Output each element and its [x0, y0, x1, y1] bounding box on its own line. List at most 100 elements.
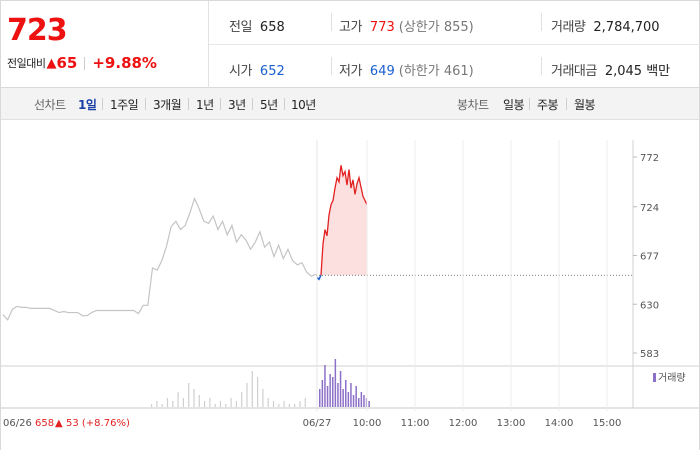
divider [252, 98, 253, 110]
x-tick-label: 12:00 [449, 418, 478, 429]
divider [541, 13, 542, 31]
x-axis: 06/27 10:00 11:00 12:00 13:00 14:00 15:00 [303, 140, 622, 429]
candle-chart-label: 봉차트 [457, 98, 489, 112]
chart-toolbar: 선차트 1일 1주일 3개월 1년 3년 5년 10년 봉차트 일봉 주봉 월봉 [0, 88, 700, 120]
high-value: 773 [369, 20, 395, 35]
period-1y[interactable]: 1년 [196, 98, 214, 112]
high-stat: 고가 773 (상한가 855) [339, 16, 474, 35]
amount-stat: 거래대금 2,045 백만 [551, 60, 670, 79]
volume-bar [294, 404, 296, 407]
prev-day-price: 658 [35, 418, 54, 429]
volume-bar [324, 365, 326, 407]
current-price: 723 [7, 13, 68, 48]
divider [102, 98, 103, 110]
volume-bar [342, 389, 344, 407]
volume-value: 2,784,700 [593, 20, 660, 35]
volume-bar [172, 401, 174, 407]
x-tick-label: 13:00 [497, 418, 526, 429]
volume-bar [193, 389, 195, 407]
volume-bar [283, 401, 285, 407]
volume-bar [166, 398, 169, 407]
today-line-up [320, 165, 368, 276]
volume-bar [334, 359, 337, 407]
prev-day-date: 06/26 [3, 418, 32, 429]
volume-bar [326, 386, 329, 407]
divider [188, 98, 189, 110]
prev-close-label: 전일 [229, 20, 252, 35]
upper-limit: (상한가 855) [398, 20, 474, 35]
volume-bar [272, 401, 275, 407]
volume-bar [161, 404, 163, 407]
price-chart[interactable]: 772 724 677 630 583 06/27 10:00 11:00 12:00 13:0… [1, 120, 699, 450]
quote-header: 723 전일대비 ▲ 65 +9.88% 전일 658 고가 773 (상한가 855… [0, 0, 700, 89]
volume-bar [241, 392, 243, 407]
period-3y[interactable]: 3년 [228, 98, 246, 112]
grid [1, 140, 699, 409]
volume-bar [188, 383, 190, 407]
volume-bar [246, 383, 248, 407]
volume-bar [321, 380, 324, 407]
low-value: 649 [369, 64, 395, 79]
divider [84, 56, 86, 70]
period-daily-candle[interactable]: 일봉 [503, 98, 525, 112]
change-row: 전일대비 ▲ 65 +9.88% [7, 54, 157, 72]
x-tick-label: 06/27 [303, 418, 332, 429]
open-label: 시가 [229, 64, 252, 79]
volume-bar [278, 404, 280, 407]
volume-stat: 거래량 2,784,700 [551, 16, 660, 35]
up-arrow-icon: ▲ [46, 55, 57, 71]
change-label: 전일대비 [7, 57, 46, 70]
volume-bar [358, 398, 360, 407]
volume-bar [352, 395, 355, 407]
volume-bar [267, 398, 269, 407]
x-tick-label: 14:00 [545, 418, 574, 429]
volume-bar [225, 404, 227, 407]
volume-bar [339, 371, 342, 407]
line-chart-label: 선차트 [34, 98, 66, 112]
open-value: 652 [259, 64, 285, 79]
volume-bar [251, 371, 253, 407]
x-tick-label: 10:00 [353, 418, 382, 429]
volume-bar [156, 401, 158, 407]
y-tick-label: 630 [640, 300, 659, 311]
period-monthly-candle[interactable]: 월봉 [574, 98, 596, 112]
volume-legend: 거래량 [658, 372, 686, 384]
period-10y[interactable]: 10년 [291, 98, 316, 112]
period-1w[interactable]: 1주일 [110, 98, 139, 112]
period-3m[interactable]: 3개월 [153, 98, 182, 112]
change-value: 65 [56, 54, 78, 72]
volume-bar [198, 395, 200, 407]
today-line-down [316, 274, 322, 281]
y-tick-label: 583 [640, 349, 659, 360]
volume-bar [219, 401, 222, 407]
lower-limit: (하한가 461) [398, 64, 474, 79]
volume-bar [230, 398, 232, 407]
volume-bar [368, 401, 370, 407]
volume-bar [262, 389, 264, 407]
volume-bar [299, 401, 301, 407]
prev-close-value: 658 [259, 20, 285, 35]
period-1d[interactable]: 1일 [78, 98, 97, 112]
period-weekly-candle[interactable]: 주봉 [537, 98, 559, 112]
high-label: 고가 [339, 20, 362, 35]
volume-bar [204, 401, 206, 407]
volume-bar [214, 404, 216, 407]
volume-bars [151, 359, 370, 407]
volume-bar [177, 392, 179, 407]
y-axis: 772 724 677 630 583 [633, 153, 659, 360]
volume-bar [350, 383, 352, 407]
prev-day-line [2, 196, 317, 321]
price-chart-area: 772 724 677 630 583 06/27 10:00 11:00 12:00 13:0… [0, 120, 700, 450]
x-tick-label: 15:00 [593, 418, 622, 429]
prev-close-stat: 전일 658 [229, 16, 285, 35]
volume-bar [182, 398, 184, 407]
amount-value: 2,045 백만 [604, 64, 671, 79]
volume-bar [319, 389, 321, 407]
volume-bar [345, 380, 347, 407]
volume-bar [151, 404, 153, 407]
divider [331, 13, 332, 31]
open-stat: 시가 652 [229, 60, 285, 79]
volume-bar [360, 392, 363, 407]
y-tick-label: 724 [640, 203, 659, 214]
period-5y[interactable]: 5년 [260, 98, 278, 112]
